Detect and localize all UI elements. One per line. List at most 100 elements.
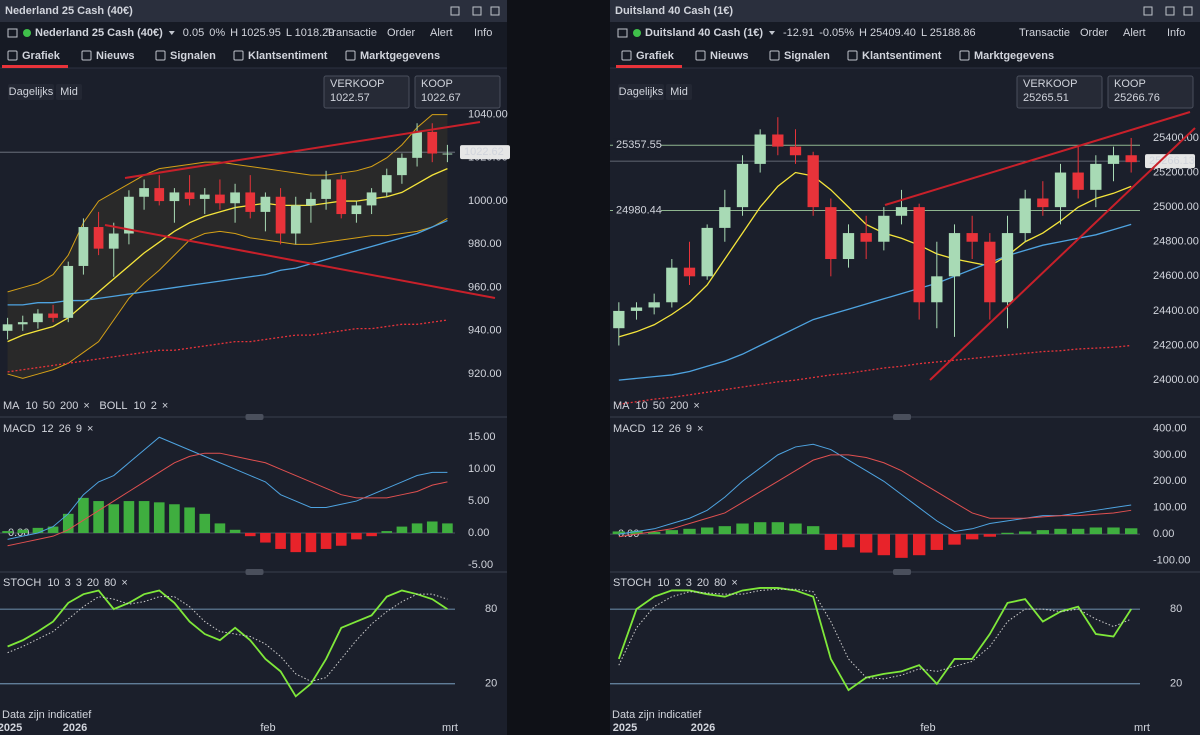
stoch-tick-label: 80 [1170, 603, 1182, 615]
price-tick-label: 980.00 [468, 238, 502, 250]
candle-body [701, 227, 713, 277]
macd-legend-label: MACD [613, 423, 645, 435]
tab[interactable]: Marktgegevens [974, 50, 1054, 62]
change: -12.91 [783, 27, 814, 39]
buy-box[interactable] [414, 75, 501, 109]
stoch-tick-label: 20 [485, 678, 497, 690]
macd-histogram-bar [647, 531, 661, 535]
tab[interactable]: Nieuws [96, 50, 135, 62]
toolbar-button[interactable]: Alert [430, 27, 453, 39]
macd-histogram-bar [229, 529, 241, 533]
pane-handle[interactable] [893, 569, 911, 575]
price-tick-label: 24600.00 [1153, 270, 1199, 282]
stoch-legend-label: STOCH [613, 577, 651, 589]
legend-remove[interactable]: × [697, 423, 703, 435]
instrument-dropdown[interactable] [768, 31, 775, 35]
window-maximize[interactable] [472, 6, 482, 16]
range-button[interactable]: Dagelijks [9, 86, 54, 98]
toolbar-button[interactable]: Transactie [1019, 27, 1070, 39]
range-button-bg[interactable] [8, 84, 54, 100]
sell-price: 1022.57 [330, 92, 370, 104]
range-button-bg[interactable] [618, 84, 664, 100]
macd-histogram-bar [895, 534, 908, 558]
window-minimize[interactable] [1143, 6, 1153, 16]
sell-label: VERKOOP [1023, 78, 1077, 90]
buy-box[interactable] [1107, 75, 1194, 109]
macd-histogram-bar [275, 532, 286, 549]
tab[interactable]: Klantsentiment [248, 50, 328, 62]
macd-histogram-bar [17, 529, 29, 533]
toolbar-button[interactable]: Info [1167, 27, 1185, 39]
macd-histogram-bar [199, 513, 211, 533]
price-tick-label: 24200.00 [1153, 339, 1199, 351]
toolbar-button[interactable]: Info [474, 27, 492, 39]
macd-tick-label: 0.00 [1153, 528, 1174, 540]
legend-remove[interactable]: × [121, 577, 127, 589]
macd-histogram-bar [912, 534, 926, 556]
sell-box[interactable] [1016, 75, 1103, 109]
macd-line [618, 443, 1132, 535]
macd-histogram-bar [32, 527, 44, 533]
candle-body [366, 192, 377, 206]
range-button[interactable]: Dagelijks [619, 86, 664, 98]
stoch-line [7, 589, 448, 698]
legend-remove[interactable]: × [731, 577, 737, 589]
pane-handle[interactable] [893, 414, 911, 420]
level-tag: 25357.55 [616, 139, 662, 151]
toolbar-button[interactable]: Alert [1123, 27, 1146, 39]
level-tag-bg [613, 203, 661, 218]
pane-handle[interactable] [245, 569, 264, 575]
menu-icon[interactable] [7, 28, 18, 38]
candle-body [772, 134, 784, 147]
candle-body [306, 198, 316, 206]
macd-histogram-bar [244, 532, 256, 537]
macd-histogram-bar [859, 534, 873, 553]
macd-legend-param: 12 [41, 423, 53, 435]
toolbar-button[interactable]: Order [387, 27, 415, 39]
legend-remove[interactable]: × [87, 423, 93, 435]
candle-body [93, 227, 104, 249]
macd-legend-param: 12 [651, 423, 663, 435]
macd-histogram-bar [948, 534, 961, 545]
range-button-bg[interactable] [56, 84, 82, 100]
candle-body [230, 192, 240, 204]
legend-remove[interactable]: × [83, 400, 89, 412]
panel-bg [610, 0, 1200, 735]
sell-box[interactable] [323, 75, 410, 109]
instrument-dropdown[interactable] [168, 31, 175, 35]
toolbar-button[interactable]: Order [1080, 27, 1108, 39]
legend-remove[interactable]: × [162, 400, 168, 412]
window-minimize[interactable] [450, 6, 460, 16]
tab[interactable]: Grafiek [22, 50, 61, 62]
toolbar-button[interactable]: Transactie [326, 27, 377, 39]
toolbar [0, 22, 507, 44]
legend-remove[interactable]: × [693, 400, 699, 412]
window-maximize[interactable] [1165, 6, 1175, 16]
tab[interactable]: Klantsentiment [862, 50, 942, 62]
last-price-tag: 25266.13 [1149, 155, 1195, 167]
macd-tick-label: 300.00 [1153, 449, 1187, 461]
candle-body [124, 196, 134, 234]
candle-body [321, 179, 331, 199]
macd-histogram-bar [320, 532, 332, 549]
candle-body [1072, 172, 1084, 190]
tab[interactable]: Grafiek [636, 50, 675, 62]
window-close[interactable] [1183, 6, 1193, 16]
tab[interactable]: Nieuws [710, 50, 749, 62]
tab[interactable]: Signalen [170, 50, 216, 62]
range-button[interactable]: Mid [670, 86, 688, 98]
macd-legend-label: MACD [3, 423, 35, 435]
candle-body [931, 276, 943, 303]
macd-histogram-bar [169, 504, 180, 533]
ma-legend-period: 50 [43, 400, 55, 412]
range-button[interactable]: Mid [60, 86, 78, 98]
pane-handle[interactable] [245, 414, 264, 420]
macd-histogram-bar [665, 530, 679, 535]
macd-histogram-bar [260, 532, 271, 543]
menu-icon[interactable] [617, 28, 628, 38]
macd-histogram-bar [736, 523, 749, 535]
window-close[interactable] [490, 6, 500, 16]
tab[interactable]: Marktgegevens [360, 50, 440, 62]
range-button-bg[interactable] [666, 84, 692, 100]
tab[interactable]: Signalen [784, 50, 830, 62]
